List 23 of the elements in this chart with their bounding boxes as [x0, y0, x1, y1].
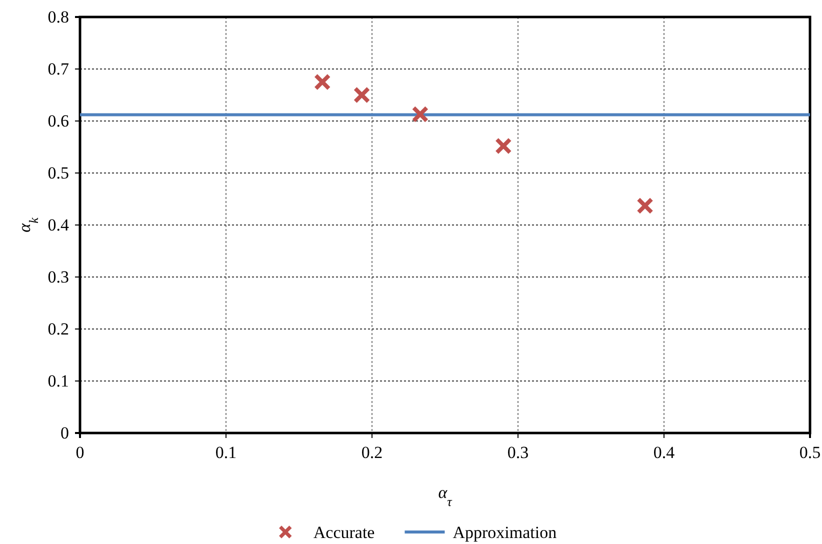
x-tick-label: 0 — [76, 443, 84, 462]
legend-label: Approximation — [452, 522, 558, 542]
point — [314, 74, 331, 90]
y-tick-label: 0.6 — [48, 111, 69, 130]
x-tick-label: 0.3 — [507, 443, 529, 462]
point — [636, 197, 654, 214]
y-tick-label: 0.2 — [48, 319, 69, 338]
x-tick-label: 0.1 — [215, 443, 237, 462]
point — [353, 86, 370, 104]
point — [494, 138, 512, 154]
point — [412, 106, 429, 123]
x-tick-label: 0.2 — [361, 443, 383, 462]
y-tick-label: 0.7 — [48, 59, 70, 78]
x-tick-label: 0.4 — [653, 443, 676, 462]
y-tick-label: 0.4 — [48, 215, 70, 234]
y-tick-label: 0 — [60, 423, 69, 442]
x-tick-label: 0.5 — [799, 443, 821, 462]
y-tick-label: 0.5 — [48, 163, 69, 182]
y-tick-label: 0.1 — [48, 371, 69, 390]
legend-label: Accurate — [313, 522, 375, 542]
x-axis-title: α$_{τ}$ — [438, 483, 454, 508]
y-tick-label: 0.8 — [48, 7, 69, 26]
y-tick-label: 0.3 — [48, 267, 69, 286]
